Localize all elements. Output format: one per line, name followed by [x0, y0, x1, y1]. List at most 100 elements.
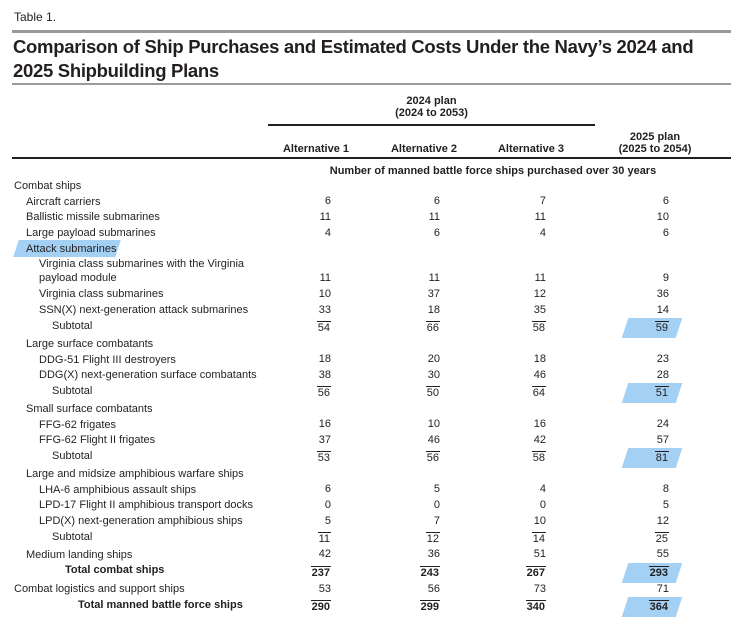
cell-value: 11: [428, 272, 440, 285]
table-row: LHA-6 amphibious assault ships 6 5 4 8: [0, 483, 743, 499]
row-label-text: Medium landing ships: [26, 548, 133, 561]
row-label-text: DDG(X) next-generation surface combatant…: [39, 369, 257, 382]
cell-value: 11: [319, 272, 331, 285]
cell-value: 299: [419, 600, 440, 614]
cell-value: 66: [425, 320, 440, 334]
table-row: Medium landing ships 42 36 51 55: [0, 548, 743, 564]
alternative-2-value: 56: [400, 582, 440, 597]
cell-value: 12: [533, 288, 546, 301]
plan-2025-value: 25: [629, 531, 669, 547]
cell-value: 10: [533, 514, 546, 527]
plan-2025-value: 57: [629, 433, 669, 448]
row-label-text: Aircraft carriers: [26, 195, 101, 208]
plan-2025-value: 24: [629, 417, 669, 432]
alternative-2-value: 66: [400, 320, 440, 336]
cell-value: 37: [427, 288, 440, 301]
column-header-alternative-2: Alternative 2: [390, 143, 458, 155]
plan-2024-label: 2024 plan: [406, 95, 457, 107]
alternative-1-value: 10: [291, 287, 331, 302]
table-group-row: Small surface combatants: [0, 402, 743, 418]
cell-value: 56: [425, 450, 440, 464]
plan-2025-value: 59: [621, 317, 683, 338]
subtotal-row: Subtotal 11 12 14 25: [0, 530, 743, 548]
table-row: Aircraft carriers 6 6 7 6: [0, 195, 743, 211]
cell-value: 11: [317, 531, 331, 545]
divider: [268, 124, 595, 126]
cell-value: 56: [427, 582, 440, 595]
cell-value: 56: [316, 385, 331, 399]
row-label: LHA-6 amphibious assault ships: [39, 483, 196, 497]
cell-value: 57: [656, 433, 669, 446]
table-group-row: Attack submarines: [0, 239, 743, 258]
row-label-text: DDG-51 Flight III destroyers: [39, 353, 176, 366]
cell-value: 54: [316, 320, 331, 334]
row-label-text: LPD(X) next-generation amphibious ships: [39, 515, 243, 527]
table-row: DDG-51 Flight III destroyers 18 20 18 23: [0, 353, 743, 369]
subtotal-row: Subtotal 56 50 64 51: [0, 382, 743, 403]
row-label: FFG-62 Flight II frigates: [39, 433, 155, 447]
alternative-2-value: 7: [400, 514, 440, 529]
cell-value: 0: [433, 499, 440, 511]
cell-value: 81: [654, 450, 669, 464]
cell-value: 59: [654, 320, 669, 334]
row-label-text: Small surface combatants: [26, 402, 153, 415]
total-row: Total manned battle force ships 290 299 340…: [0, 597, 743, 618]
cell-value: 36: [656, 288, 669, 301]
cell-value: 267: [525, 565, 546, 579]
cell-value: 6: [324, 195, 331, 208]
alternative-1-value: 53: [291, 450, 331, 466]
plan-2025-value: 8: [629, 482, 669, 497]
plan-2025-label: 2025 plan: [629, 131, 681, 143]
alternative-3-value: 42: [506, 433, 546, 448]
alternative-3-value: 51: [506, 547, 546, 562]
alternative-3-value: 46: [506, 368, 546, 383]
row-label-text: Large surface combatants: [26, 337, 154, 350]
cell-value: 243: [419, 565, 440, 579]
cell-value: 55: [656, 548, 669, 561]
cell-value: 71: [656, 582, 669, 595]
cell-value: 12: [425, 531, 440, 545]
cell-value: 58: [531, 320, 546, 334]
plan-2025-value: 36: [629, 287, 669, 302]
table-row: FFG-62 Flight II frigates 37 46 42 57: [0, 433, 743, 449]
alternative-2-value: 5: [400, 482, 440, 497]
alternative-3-value: 4: [506, 482, 546, 497]
cell-value: 64: [531, 385, 546, 399]
row-label: Large surface combatants: [26, 337, 153, 351]
cell-value: 10: [427, 418, 440, 431]
cell-value: 16: [533, 418, 546, 431]
cell-value: 0: [539, 499, 546, 511]
table-group-row: Large surface combatants: [0, 337, 743, 353]
row-label-text: Subtotal: [52, 384, 93, 397]
row-label: DDG-51 Flight III destroyers: [39, 353, 176, 367]
alternative-1-value: 6: [291, 482, 331, 497]
alternative-1-value: 16: [291, 417, 331, 432]
cell-value: 33: [318, 303, 331, 316]
alternative-1-value: 5: [291, 514, 331, 529]
cell-value: 5: [433, 483, 440, 496]
alternative-3-value: 64: [506, 385, 546, 401]
plan-2025-value: 51: [621, 382, 683, 403]
row-label: Small surface combatants: [26, 402, 153, 416]
table-row: FFG-62 frigates 16 10 16 24: [0, 418, 743, 434]
table-row: Virginia class submarines 10 37 12 36: [0, 287, 743, 303]
alternative-2-value: 12: [400, 531, 440, 547]
row-label-text: SSN(X) next-generation attack submarines: [39, 304, 249, 317]
cell-value: 51: [654, 385, 669, 399]
alternative-2-value: 11: [400, 271, 440, 286]
cell-value: 50: [425, 385, 440, 399]
alternative-3-value: 35: [506, 303, 546, 318]
cell-value: 4: [539, 483, 546, 496]
total-row: Total combat ships 237 243 267 293: [0, 562, 743, 583]
alternative-3-value: 16: [506, 417, 546, 432]
alternative-1-value: 37: [291, 433, 331, 448]
alternative-1-value: 11: [291, 210, 331, 225]
row-label: Large payload submarines: [26, 226, 156, 240]
alternative-1-value: 53: [291, 582, 331, 597]
row-label-text: LHA-6 amphibious assault ships: [39, 483, 197, 496]
alternative-3-value: 14: [506, 531, 546, 547]
plan-2025-value: 55: [629, 547, 669, 562]
row-label-text: FFG-62 Flight II frigates: [39, 434, 156, 447]
table-row: SSN(X) next-generation attack submarines…: [0, 303, 743, 319]
row-label-text: FFG-62 frigates: [39, 418, 117, 431]
